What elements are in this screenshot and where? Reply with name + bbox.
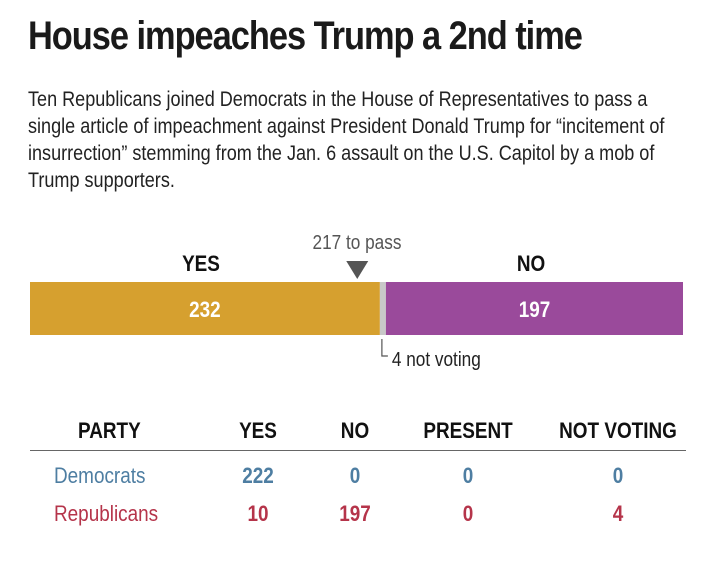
table-row-republicans: Republicans 10 197 0 4 <box>54 501 624 526</box>
table-header-row: PARTY YES NO PRESENT NOT VOTING <box>30 410 686 451</box>
table-row-democrats: Democrats 222 0 0 0 <box>54 463 624 488</box>
party-name: Republicans <box>54 501 159 526</box>
no-bar-segment <box>385 282 683 335</box>
party-name: Democrats <box>54 463 146 488</box>
yes-value-label: 232 <box>189 298 221 323</box>
yes-label: YES <box>182 252 220 277</box>
not-voting-leader-line <box>381 339 388 357</box>
not-voting-label: 4 not voting <box>392 348 481 371</box>
yes-bar-segment <box>30 282 380 335</box>
header-party: PARTY <box>78 418 141 443</box>
headline: House impeaches Trump a 2nd time <box>28 14 583 58</box>
not-voting-bar-segment <box>379 282 386 335</box>
threshold-label: 217 to pass <box>313 231 402 254</box>
no-label: NO <box>517 252 545 277</box>
vote-bar-chart: YES NO 217 to pass 232 197 4 not voting <box>30 231 683 371</box>
no-value-label: 197 <box>519 298 551 323</box>
threshold-marker <box>346 261 369 279</box>
vote-table: PARTY YES NO PRESENT NOT VOTING Democrat… <box>30 410 686 533</box>
description: Ten Republicans joined Democrats in the … <box>28 88 665 192</box>
